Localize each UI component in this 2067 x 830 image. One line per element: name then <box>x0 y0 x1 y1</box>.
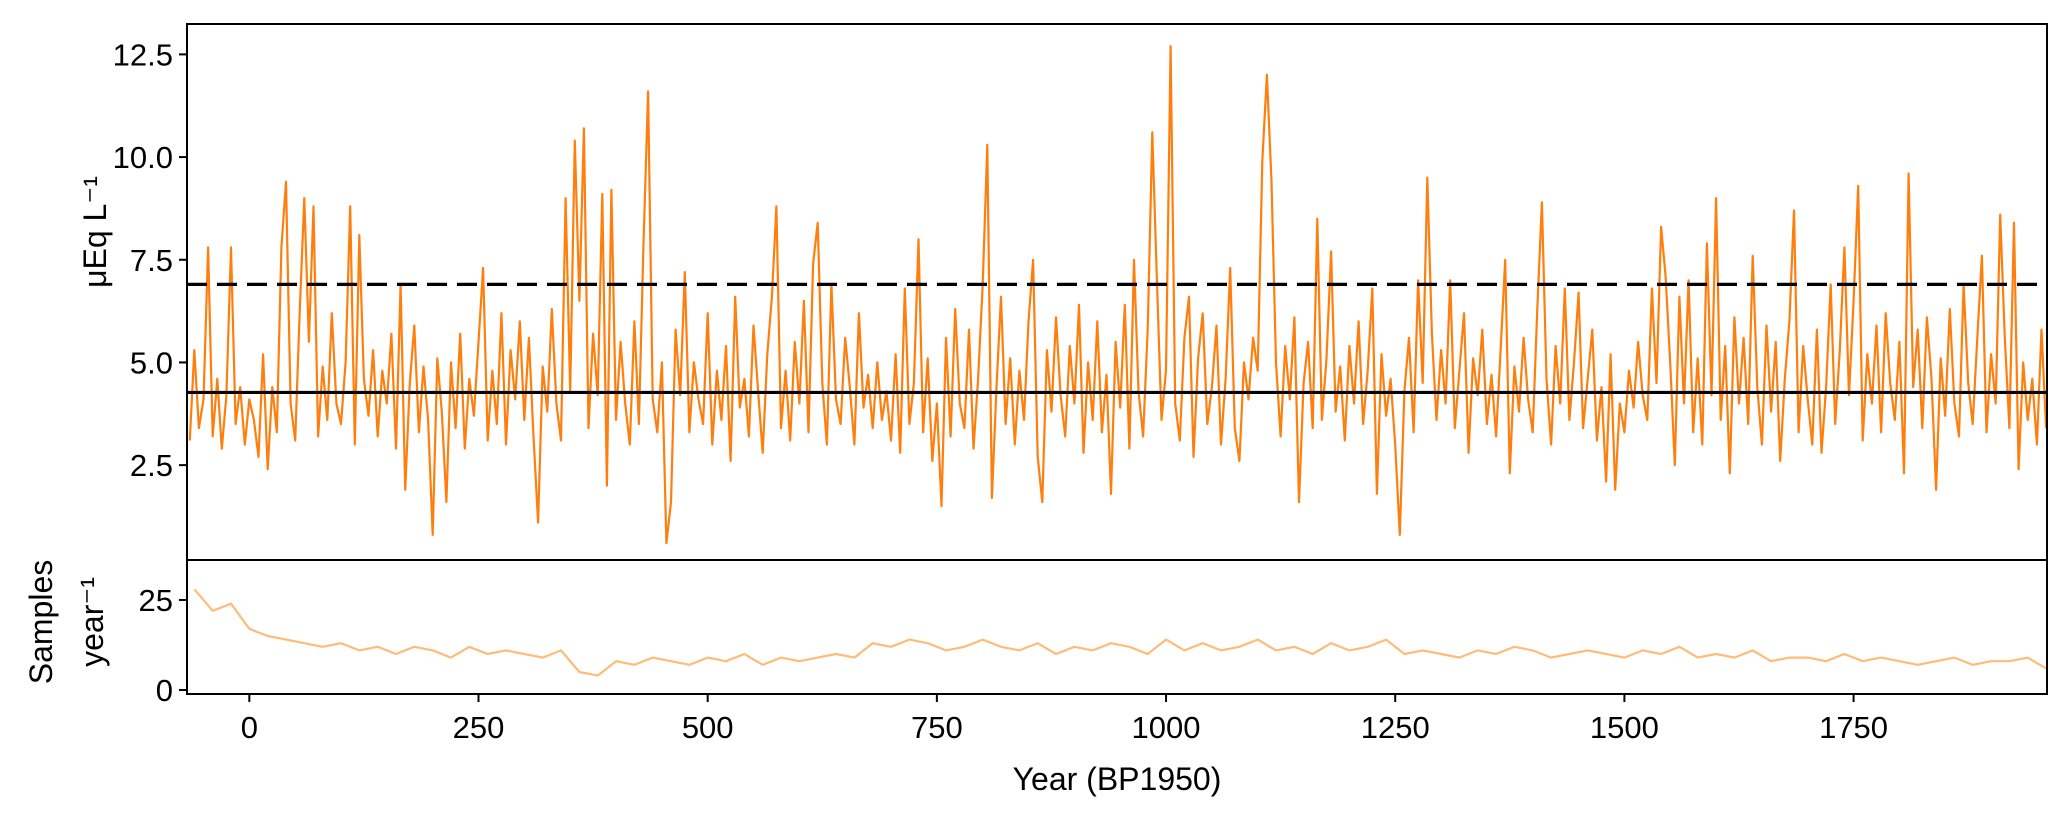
x-tick-label: 1500 <box>1590 710 1659 745</box>
y-tick-label: 10.0 <box>113 140 173 175</box>
top-panel: 2.5 5.0 7.5 10.0 12.5 <box>113 23 2048 561</box>
y-tick-label: 25 <box>139 583 173 618</box>
bottom-y-axis-label-line2: year⁻¹ <box>74 577 110 667</box>
y-tick-label: 0 <box>156 673 173 708</box>
y-tick-label: 5.0 <box>130 345 173 380</box>
x-tick-label: 1250 <box>1361 710 1430 745</box>
x-tick-label: 1000 <box>1132 710 1201 745</box>
x-tick-label: 500 <box>682 710 734 745</box>
series-line <box>188 45 2047 545</box>
top-y-axis-label: μEq L⁻¹ <box>77 176 113 288</box>
y-tick-label: 2.5 <box>130 448 173 483</box>
axes-frame <box>186 559 2048 695</box>
x-tick-label: 750 <box>911 710 963 745</box>
series-line <box>193 588 2047 677</box>
x-tick-label: 0 <box>241 710 258 745</box>
x-tick-label: 250 <box>453 710 505 745</box>
y-tick-label: 7.5 <box>130 243 173 278</box>
x-tick-label: 1750 <box>1819 710 1888 745</box>
axes-frame <box>186 23 2048 561</box>
x-axis-label: Year (BP1950) <box>1013 761 1222 797</box>
y-tick-label: 12.5 <box>113 37 173 72</box>
bottom-y-axis-label-line1: Samples <box>23 560 59 685</box>
